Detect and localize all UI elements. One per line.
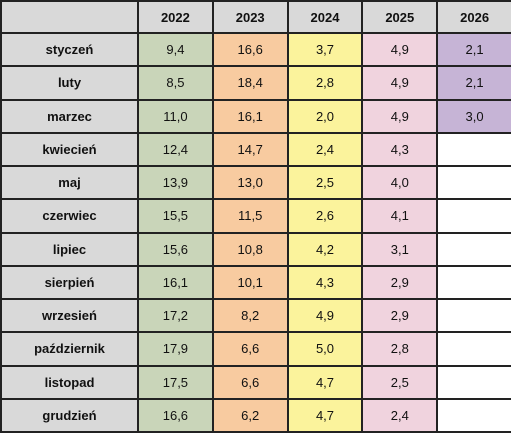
- value-cell: 17,2: [137, 297, 214, 334]
- value-cell: [436, 297, 511, 334]
- value-cell: 17,5: [137, 364, 214, 400]
- table-row: maj 13,9 13,0 2,5 4,0: [0, 164, 511, 201]
- month-label: styczeń: [0, 31, 139, 68]
- value-cell: 11,0: [137, 98, 214, 134]
- month-label: czerwiec: [0, 198, 139, 234]
- value-cell: 4,3: [286, 264, 364, 301]
- value-cell: 16,1: [137, 264, 214, 301]
- month-label: marzec: [0, 98, 139, 134]
- table-row: wrzesień 17,2 8,2 4,9 2,9: [0, 297, 511, 334]
- header-year: 2022: [137, 0, 214, 34]
- table-row: październik 17,9 6,6 5,0 2,8: [0, 331, 511, 367]
- value-cell: 4,0: [361, 164, 439, 201]
- value-cell: 2,1: [436, 31, 511, 68]
- table-row: czerwiec 15,5 11,5 2,6 4,1: [0, 198, 511, 234]
- value-cell: 6,6: [211, 331, 289, 367]
- value-cell: 4,9: [361, 98, 439, 134]
- value-cell: 9,4: [137, 31, 214, 68]
- table-row: kwiecień 12,4 14,7 2,4 4,3: [0, 131, 511, 168]
- value-cell: 3,1: [361, 231, 439, 267]
- value-cell: 8,5: [137, 65, 214, 101]
- table-row: styczeń 9,4 16,6 3,7 4,9 2,1: [0, 31, 511, 68]
- value-cell: 6,2: [211, 397, 289, 433]
- month-label: październik: [0, 331, 139, 367]
- value-cell: 11,5: [211, 198, 289, 234]
- header-year: 2024: [286, 0, 364, 34]
- month-label: wrzesień: [0, 297, 139, 334]
- value-cell: 15,5: [137, 198, 214, 234]
- value-cell: 10,1: [211, 264, 289, 301]
- value-cell: 2,9: [361, 264, 439, 301]
- value-cell: 12,4: [137, 131, 214, 168]
- month-label: listopad: [0, 364, 139, 400]
- table-row: listopad 17,5 6,6 4,7 2,5: [0, 364, 511, 400]
- value-cell: 4,9: [361, 65, 439, 101]
- table-row: luty 8,5 18,4 2,8 4,9 2,1: [0, 65, 511, 101]
- value-cell: [436, 164, 511, 201]
- value-cell: 4,7: [286, 397, 364, 433]
- value-cell: 4,7: [286, 364, 364, 400]
- month-label: maj: [0, 164, 139, 201]
- table-row: sierpień 16,1 10,1 4,3 2,9: [0, 264, 511, 301]
- value-cell: 16,6: [211, 31, 289, 68]
- value-cell: 2,6: [286, 198, 364, 234]
- value-cell: 2,4: [286, 131, 364, 168]
- header-year: 2023: [211, 0, 289, 34]
- value-cell: [436, 131, 511, 168]
- value-cell: [436, 231, 511, 267]
- value-cell: 13,0: [211, 164, 289, 201]
- table-row: lipiec 15,6 10,8 4,2 3,1: [0, 231, 511, 267]
- value-cell: 2,8: [361, 331, 439, 367]
- month-label: kwiecień: [0, 131, 139, 168]
- value-cell: 2,4: [361, 397, 439, 433]
- table-row: marzec 11,0 16,1 2,0 4,9 3,0: [0, 98, 511, 134]
- value-cell: 13,9: [137, 164, 214, 201]
- value-cell: 2,1: [436, 65, 511, 101]
- value-cell: [436, 264, 511, 301]
- value-cell: 6,6: [211, 364, 289, 400]
- value-cell: 17,9: [137, 331, 214, 367]
- value-cell: 2,8: [286, 65, 364, 101]
- value-cell: [436, 364, 511, 400]
- header-year: 2026: [436, 0, 511, 34]
- value-cell: 4,1: [361, 198, 439, 234]
- month-label: sierpień: [0, 264, 139, 301]
- month-label: lipiec: [0, 231, 139, 267]
- value-cell: 14,7: [211, 131, 289, 168]
- value-cell: 3,0: [436, 98, 511, 134]
- value-cell: 2,0: [286, 98, 364, 134]
- value-cell: 10,8: [211, 231, 289, 267]
- value-cell: [436, 198, 511, 234]
- value-cell: 16,1: [211, 98, 289, 134]
- value-cell: 4,3: [361, 131, 439, 168]
- value-cell: 18,4: [211, 65, 289, 101]
- value-cell: 4,9: [286, 297, 364, 334]
- header-row: 2022 2023 2024 2025 2026: [0, 0, 511, 34]
- value-cell: 15,6: [137, 231, 214, 267]
- value-cell: 2,9: [361, 297, 439, 334]
- value-cell: 3,7: [286, 31, 364, 68]
- header-corner: [0, 0, 139, 34]
- value-cell: 4,9: [361, 31, 439, 68]
- value-cell: [436, 397, 511, 433]
- month-label: luty: [0, 65, 139, 101]
- value-cell: [436, 331, 511, 367]
- value-cell: 4,2: [286, 231, 364, 267]
- value-cell: 16,6: [137, 397, 214, 433]
- table-row: grudzień 16,6 6,2 4,7 2,4: [0, 397, 511, 433]
- value-cell: 8,2: [211, 297, 289, 334]
- value-cell: 2,5: [361, 364, 439, 400]
- value-cell: 2,5: [286, 164, 364, 201]
- value-cell: 5,0: [286, 331, 364, 367]
- month-label: grudzień: [0, 397, 139, 433]
- header-year: 2025: [361, 0, 439, 34]
